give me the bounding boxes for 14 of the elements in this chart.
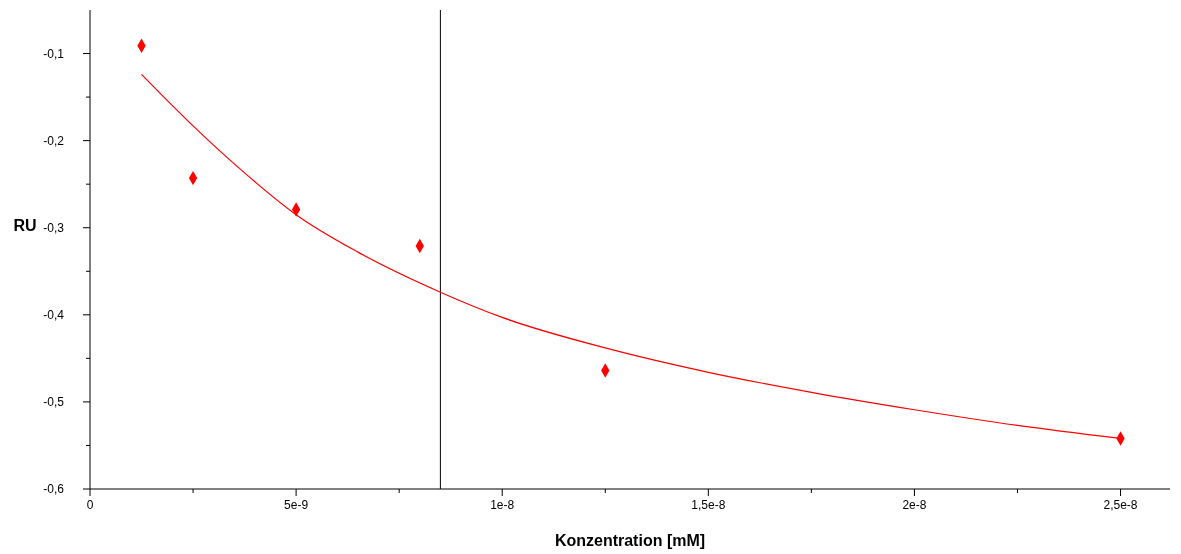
x-tick-label: 5e-9 bbox=[284, 498, 309, 512]
x-tick-label: 0 bbox=[86, 498, 94, 512]
y-tick-label: -0,6 bbox=[43, 482, 65, 496]
y-tick-label: -0,1 bbox=[43, 46, 65, 61]
x-tick-label: 1e-8 bbox=[490, 498, 515, 512]
x-tick-label: 1,5e-8 bbox=[691, 498, 726, 512]
y-tick-label: -0,2 bbox=[43, 133, 65, 148]
y-tick-label: -0,5 bbox=[43, 394, 65, 409]
y-tick-label: -0,4 bbox=[43, 307, 65, 322]
x-tick-label: 2,5e-8 bbox=[1103, 498, 1138, 512]
y-tick-label: -0,3 bbox=[43, 220, 65, 235]
x-axis-title: Konzentration [mM] bbox=[554, 532, 706, 549]
x-tick-label: 2e-8 bbox=[902, 498, 927, 512]
y-axis-title: RU bbox=[13, 217, 37, 234]
